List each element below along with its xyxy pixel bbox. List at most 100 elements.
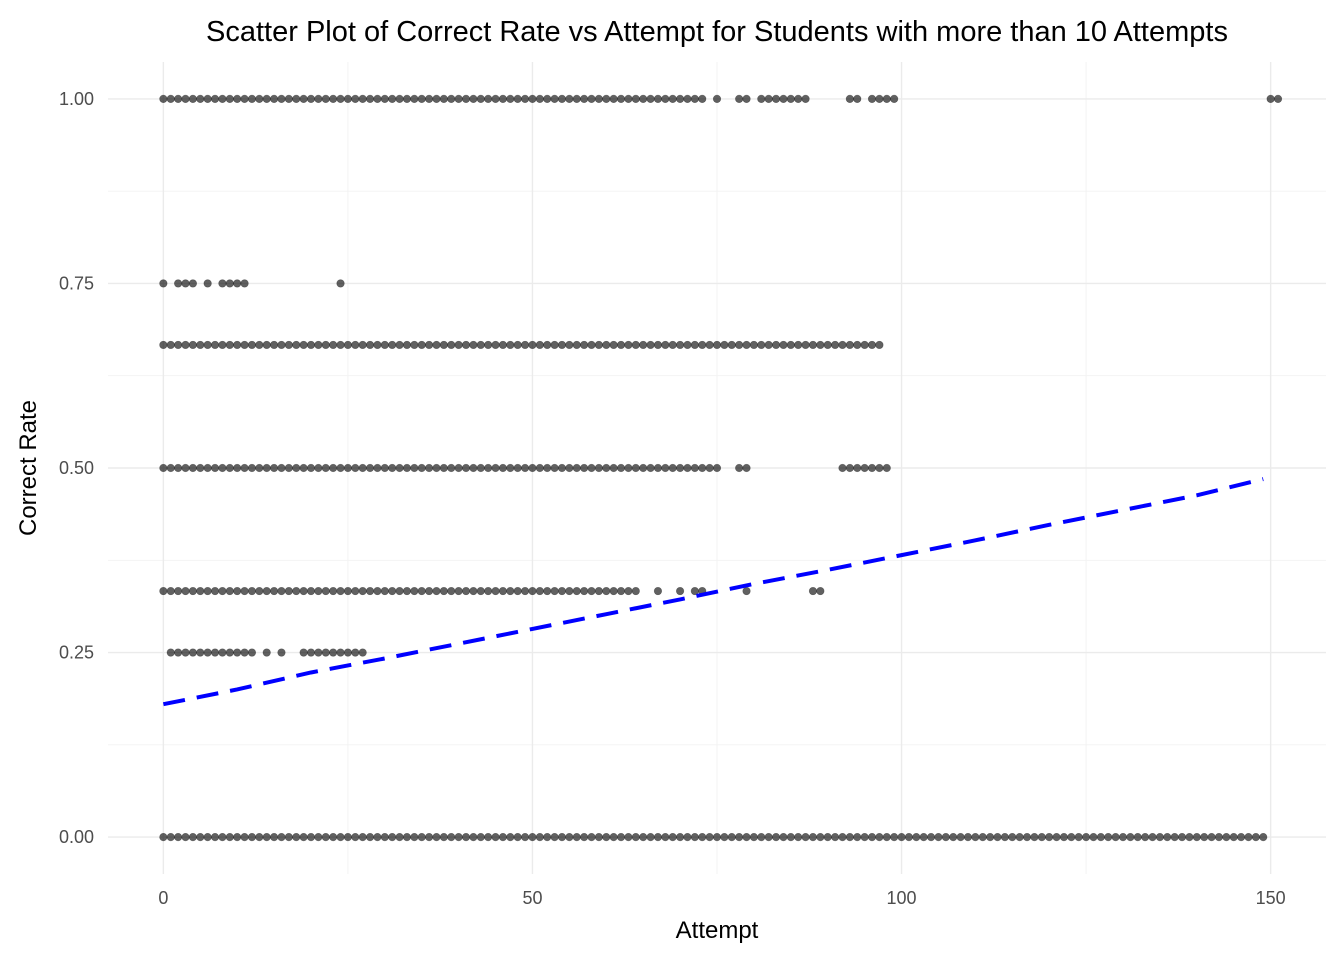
data-point xyxy=(329,463,338,473)
data-point xyxy=(698,340,707,350)
data-point xyxy=(196,463,205,473)
data-point xyxy=(557,463,567,473)
data-point xyxy=(498,94,508,104)
data-point xyxy=(860,832,869,842)
data-point xyxy=(476,94,485,104)
data-point xyxy=(491,463,500,473)
data-point xyxy=(779,340,788,350)
data-point xyxy=(469,832,478,842)
data-point xyxy=(491,340,500,350)
data-point xyxy=(484,586,493,596)
data-point xyxy=(284,586,293,596)
data-point xyxy=(498,340,508,350)
data-point xyxy=(1059,832,1069,842)
data-point xyxy=(218,832,227,842)
data-point xyxy=(602,463,611,473)
data-point xyxy=(823,832,832,842)
data-point xyxy=(402,586,412,596)
data-point xyxy=(299,463,308,473)
data-point xyxy=(174,94,183,104)
data-point xyxy=(875,832,884,842)
data-point xyxy=(484,94,493,104)
data-point xyxy=(159,279,168,288)
data-point xyxy=(890,94,899,104)
data-point xyxy=(860,463,869,473)
data-point xyxy=(683,832,692,842)
data-point xyxy=(329,340,338,350)
data-point xyxy=(425,340,434,350)
data-point xyxy=(735,832,744,842)
data-point xyxy=(174,832,183,842)
data-point xyxy=(831,340,840,350)
data-point xyxy=(188,94,197,104)
data-point xyxy=(1015,832,1024,842)
data-point xyxy=(306,94,316,104)
data-point xyxy=(565,586,574,596)
data-point xyxy=(314,463,323,473)
data-point xyxy=(1207,832,1216,842)
data-point xyxy=(757,340,766,350)
data-point xyxy=(978,832,987,842)
data-point xyxy=(653,94,663,104)
data-point xyxy=(314,586,323,596)
data-point xyxy=(233,832,242,842)
data-point xyxy=(469,586,478,596)
data-point xyxy=(513,340,522,350)
data-point xyxy=(543,463,552,473)
data-point xyxy=(520,340,530,350)
data-point xyxy=(262,463,271,473)
data-point xyxy=(757,832,766,842)
data-point xyxy=(210,94,220,104)
trend-line xyxy=(162,477,1264,707)
data-point xyxy=(631,832,640,842)
data-point xyxy=(742,463,751,473)
data-point xyxy=(380,94,389,104)
data-point xyxy=(395,832,404,842)
data-point xyxy=(410,340,419,350)
data-point xyxy=(447,832,456,842)
data-point xyxy=(949,832,958,842)
data-point xyxy=(166,340,175,350)
data-point xyxy=(284,463,293,473)
data-point xyxy=(801,832,810,842)
data-point xyxy=(358,832,367,842)
data-point xyxy=(587,340,596,350)
data-point xyxy=(417,586,426,596)
data-point xyxy=(1200,832,1209,842)
data-point xyxy=(572,94,581,104)
data-point xyxy=(698,463,707,473)
data-point xyxy=(609,832,618,842)
data-point xyxy=(690,832,699,842)
data-point xyxy=(388,832,397,842)
data-point xyxy=(306,463,316,473)
data-point xyxy=(853,94,862,104)
data-point xyxy=(801,340,810,350)
data-point xyxy=(277,463,286,473)
data-point xyxy=(631,340,640,350)
data-point xyxy=(329,832,338,842)
data-point xyxy=(314,648,323,657)
data-point xyxy=(240,832,249,842)
data-point xyxy=(432,340,441,350)
data-point xyxy=(233,648,242,657)
data-point xyxy=(188,340,197,350)
data-point xyxy=(218,648,227,657)
data-point xyxy=(550,463,559,473)
data-point xyxy=(1096,832,1105,842)
data-point xyxy=(616,832,626,842)
data-point xyxy=(639,832,648,842)
chart-title: Scatter Plot of Correct Rate vs Attempt … xyxy=(206,16,1228,48)
data-point xyxy=(631,94,640,104)
data-point xyxy=(867,832,877,842)
data-point xyxy=(196,340,205,350)
data-point xyxy=(572,832,581,842)
data-point xyxy=(675,463,685,473)
x-axis-title: Attempt xyxy=(676,917,759,944)
data-point xyxy=(203,94,212,104)
data-point xyxy=(174,648,183,657)
data-point xyxy=(506,94,515,104)
data-point xyxy=(683,94,692,104)
data-point xyxy=(1118,832,1128,842)
data-point xyxy=(247,463,257,473)
data-point xyxy=(624,832,633,842)
